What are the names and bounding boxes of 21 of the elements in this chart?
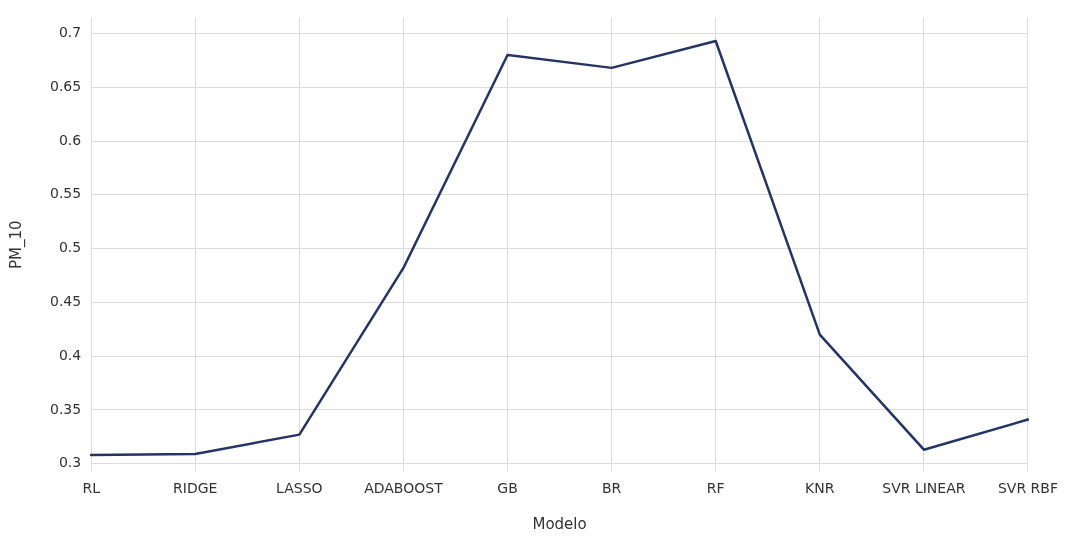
x-tick-label: BR: [601, 480, 622, 497]
y-axis-title: PM_10: [6, 220, 26, 270]
x-tick-label: GB: [497, 480, 518, 497]
y-tick-label: 0.3: [58, 454, 82, 471]
x-axis-title: Modelo: [532, 514, 587, 533]
x-tick-label: ADABOOST: [364, 480, 444, 497]
y-tick-label: 0.45: [50, 292, 82, 309]
y-tick-label: 0.35: [50, 400, 82, 417]
x-tick-label: SVR LINEAR: [882, 480, 966, 497]
x-tick-label: RIDGE: [173, 480, 218, 497]
y-tick-label: 0.7: [58, 24, 82, 41]
x-tick-label: RL: [82, 480, 101, 497]
x-tick-label: KNR: [805, 480, 835, 497]
x-tick-label: SVR RBF: [997, 480, 1058, 497]
x-tick-label: LASSO: [276, 480, 323, 497]
y-tick-label: 0.6: [58, 131, 82, 148]
y-tick-label: 0.65: [50, 77, 82, 94]
x-tick-label: RF: [706, 480, 725, 497]
y-tick-label: 0.4: [58, 346, 82, 363]
y-tick-label: 0.55: [50, 185, 82, 202]
y-tick-label: 0.5: [58, 239, 82, 256]
